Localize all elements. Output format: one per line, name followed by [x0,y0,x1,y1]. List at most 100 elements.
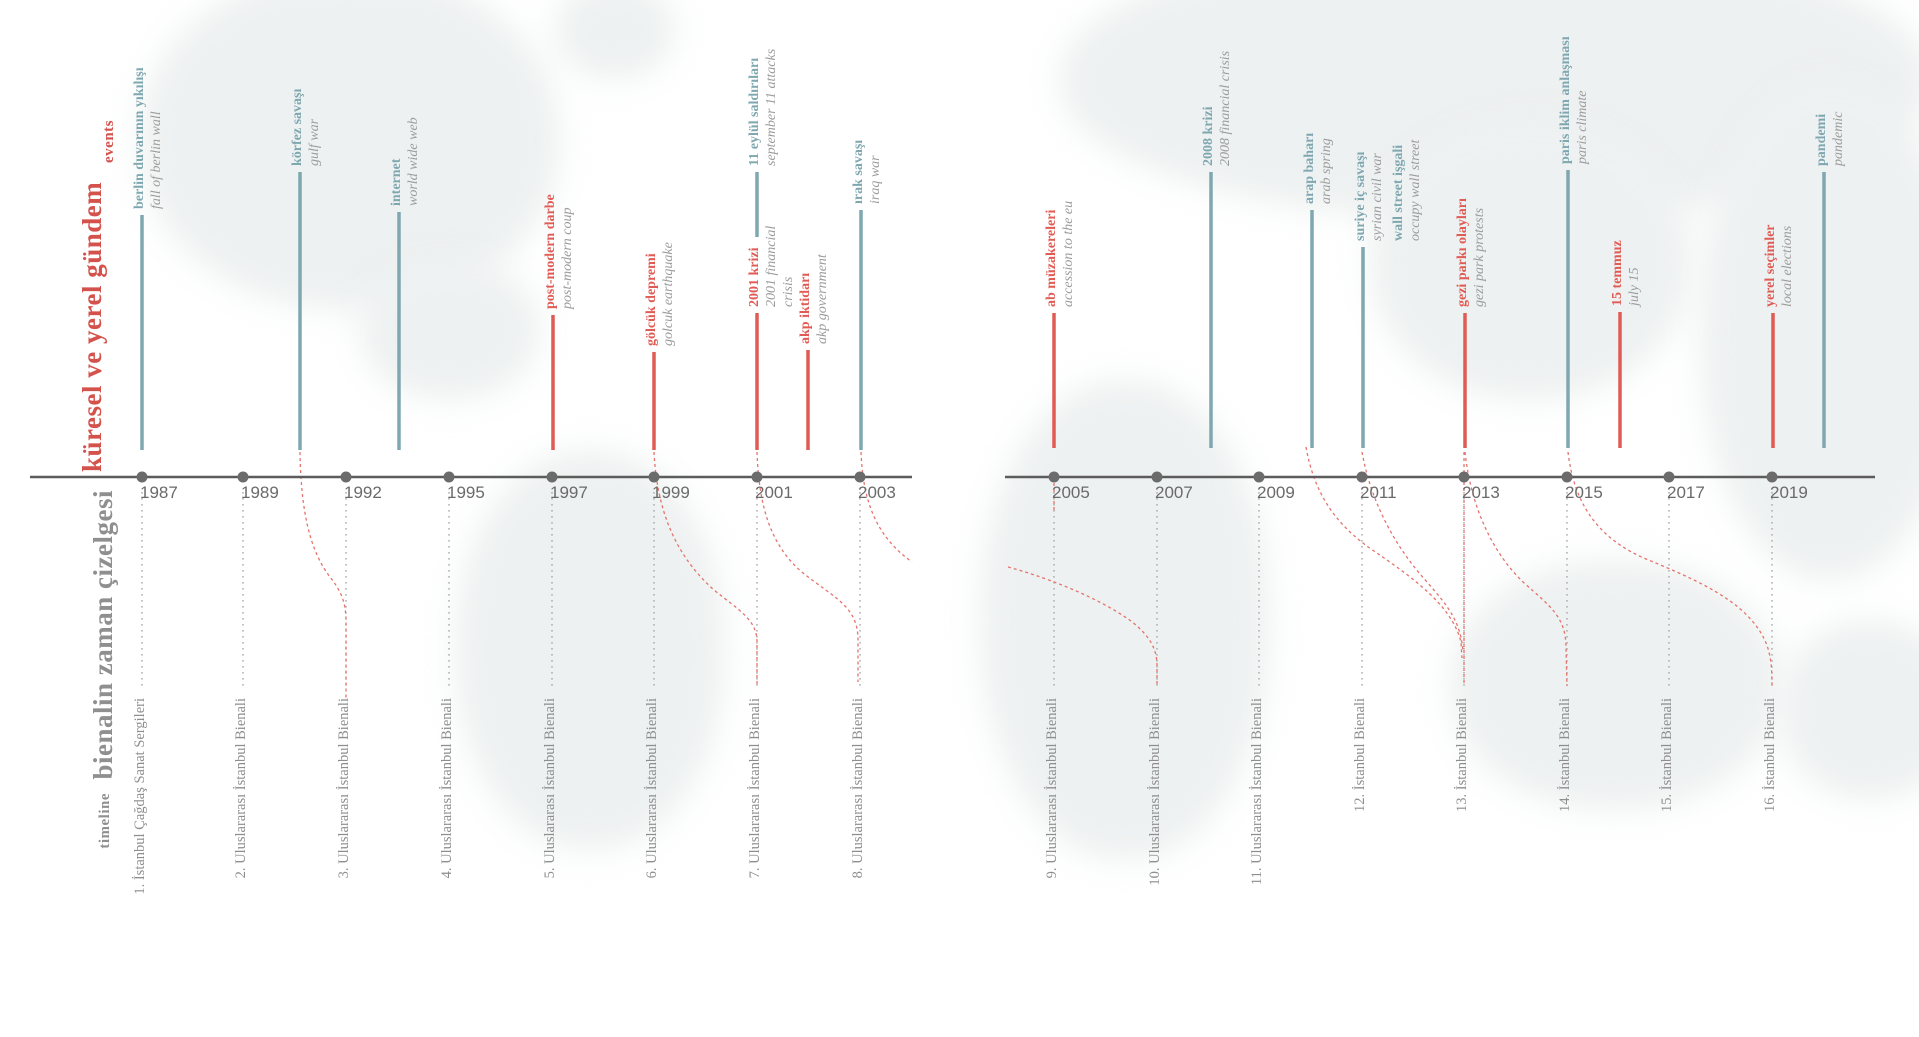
year-tick-dot [854,471,866,483]
year-label-1999: 1999 [652,483,690,502]
year-label-1995: 1995 [447,483,485,502]
year-label-2005: 2005 [1052,483,1090,502]
map-north-america [140,0,560,310]
year-label-2007: 2007 [1155,483,1193,502]
year-tick-dot [546,471,558,483]
map-southeast-asia [1450,560,1780,810]
event-label-arab-spring: arap baharı [1302,132,1317,204]
year-tick-dot [1048,471,1060,483]
year-tick-dot [136,471,148,483]
year-label-2001: 2001 [755,483,793,502]
event-label-gulf-war: körfez savaşı [290,88,305,166]
year-tick-dot [751,471,763,483]
year-tick-dot [1356,471,1368,483]
event-label-paris-climate: paris iklim anlaşması [1558,36,1573,164]
year-tick-dot [1253,471,1265,483]
event-label-syrian-civil-war-1: syrian civil war [1370,153,1385,241]
year-tick-dot [1151,471,1163,483]
event-label-syrian-civil-war-2: wall street işgali [1391,144,1406,241]
event-biennial-connector [1567,451,1773,687]
event-label-local-elections-1: local elections [1780,225,1795,307]
map-africa [980,380,1270,860]
map-australia [1780,620,1919,800]
year-tick-dot [648,471,660,483]
biennial-label-2015: 14. İstanbul Bienali [1557,698,1573,812]
year-label-1987: 1987 [140,483,178,502]
year-tick-dot [1458,471,1470,483]
biennial-label-2019: 16. İstanbul Bienali [1762,698,1778,812]
event-label-paris-climate-1: paris climate [1575,90,1590,165]
year-tick-dot [237,471,249,483]
event-label-internet-1: world wide web [406,117,421,206]
event-label-2001-crisis-1: 2001 financial [764,225,779,307]
year-tick-dot [1561,471,1573,483]
event-biennial-connector [1464,451,1568,687]
year-tick-dot [443,471,455,483]
event-label-akp-government: akp iktidarı [798,272,813,344]
event-label-iraq-war: ırak savaşı [851,139,866,204]
biennial-label-1995: 4. Uluslararası İstanbul Bienali [439,698,455,879]
event-label-gezi-park: gezi parkı olayları [1455,198,1470,307]
event-label-july-15-1: july 15 [1627,267,1642,307]
event-label-2008-crisis-1: 2008 financial crisis [1218,50,1233,166]
biennial-label-2001: 7. Uluslararası İstanbul Bienali [747,698,763,879]
year-label-1997: 1997 [550,483,588,502]
year-label-2009: 2009 [1257,483,1295,502]
event-label-golcuk-earthquake: gölcük depremi [644,253,659,346]
year-tick-dot [340,471,352,483]
event-biennial-connector [756,451,859,682]
year-label-1992: 1992 [344,483,382,502]
event-label-postmodern-coup: post-modern darbe [543,194,558,309]
biennial-label-2007: 10. Uluslararası İstanbul Bienali [1147,698,1163,886]
event-label-postmodern-coup-1: post-modern coup [560,207,575,310]
biennial-label-2009: 11. Uluslararası İstanbul Bienali [1249,698,1265,886]
event-label-akp-government-1: akp government [815,254,830,344]
biennial-label-2011: 12. İstanbul Bienali [1352,698,1368,812]
event-biennial-connector [860,451,913,563]
map-asia [1700,80,1919,580]
event-label-2008-crisis: 2008 krizi [1201,106,1216,167]
year-label-2003: 2003 [858,483,896,502]
event-label-gezi-park-1: gezi park protests [1472,207,1487,307]
year-tick-dot [1663,471,1675,483]
event-label-syrian-civil-war-3: occupy wall street [1408,139,1423,241]
biennial-label-1992: 3. Uluslararası İstanbul Bienali [336,698,352,879]
biennial-label-1989: 2. Uluslararası İstanbul Bienali [233,698,249,879]
event-biennial-connector [1305,446,1463,659]
event-label-berlin-wall: berlin duvarının yıkılışı [132,67,147,209]
event-label-september-11-1: september 11 attacks [764,48,779,166]
event-biennial-connector [1007,566,1158,686]
biennial-label-2005: 9. Uluslararası İstanbul Bienali [1044,698,1060,879]
map-south-america [455,450,725,850]
event-label-gulf-war-1: gulf war [307,118,322,166]
year-label-2017: 2017 [1667,483,1705,502]
event-label-2001-crisis-2: crisis [781,276,796,307]
map-central-america [360,260,540,400]
event-label-berlin-wall-1: fall of berlin wall [149,111,164,209]
event-label-arab-spring-1: arab spring [1319,138,1334,204]
map-greenland [555,0,675,80]
event-label-eu-accession: ab müzakereleri [1044,209,1059,307]
event-label-syrian-civil-war: suriye iç savaşı [1353,151,1368,241]
biennial-label-1987: 1. İstanbul Çağdaş Sanat Sergileri [132,698,148,895]
event-label-2001-crisis: 2001 krizi [747,247,762,308]
event-label-iraq-war-1: iraq war [868,155,883,204]
event-label-eu-accession-1: accession to the eu [1061,200,1076,307]
event-label-september-11: 11 eylül saldırıları [747,57,762,166]
biennial-label-2013: 13. İstanbul Bienali [1454,698,1470,812]
year-tick-dot [1766,471,1778,483]
biennial-label-2017: 15. İstanbul Bienali [1659,698,1675,812]
biennial-label-2003: 8. Uluslararası İstanbul Bienali [850,698,866,879]
year-label-2013: 2013 [1462,483,1500,502]
event-label-july-15: 15 temmuz [1610,240,1625,306]
year-label-1989: 1989 [241,483,279,502]
biennial-label-1999: 6. Uluslararası İstanbul Bienali [644,698,660,879]
year-label-2015: 2015 [1565,483,1603,502]
event-label-pandemic-1: pandemic [1831,111,1846,166]
map-europe [1370,120,1690,400]
event-label-golcuk-earthquake-1: golcuk earthquake [661,242,676,346]
event-biennial-connector [1361,451,1464,653]
event-label-internet: internet [389,158,404,206]
